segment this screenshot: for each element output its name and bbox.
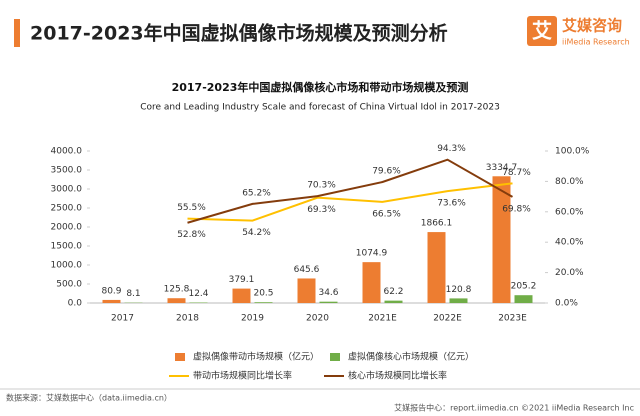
y2-tick-label: 100.0% [555, 147, 590, 157]
y2-tick-label: 80.0% [555, 177, 584, 187]
bar [384, 300, 403, 303]
line-value-label: 65.2% [242, 188, 271, 198]
legend-label: 虚拟偶像带动市场规模（亿元） [193, 351, 319, 363]
bar [449, 298, 468, 303]
footer-source: 数据来源：艾媒数据中心（data.iimedia.cn） [6, 393, 172, 403]
logo-icon-box [527, 16, 557, 46]
bar-value-label: 8.1 [126, 289, 140, 299]
x-tick-label: 2021E [368, 314, 397, 324]
bar-value-label: 125.8 [164, 285, 190, 295]
x-tick-label: 2017 [111, 314, 134, 324]
line-value-label: 78.7% [502, 168, 531, 178]
y-tick-label: 2500.0 [51, 204, 83, 214]
line-value-label: 52.8% [177, 230, 206, 240]
bar-value-label: 120.8 [446, 285, 472, 295]
bar-value-label: 379.1 [229, 275, 255, 285]
line-value-label: 54.2% [242, 228, 271, 238]
chart-subtitle: Core and Leading Industry Scale and fore… [140, 103, 500, 113]
bar-value-label: 205.2 [511, 282, 537, 292]
line-value-label: 94.3% [437, 144, 466, 154]
bar-value-label: 20.5 [253, 289, 273, 299]
y2-tick-label: 40.0% [555, 238, 584, 248]
y2-tick-label: 20.0% [555, 268, 584, 278]
line-series [187, 182, 513, 222]
line-value-label: 69.3% [307, 205, 336, 215]
x-tick-label: 2018 [176, 314, 199, 324]
y2-tick-label: 60.0% [555, 207, 584, 217]
logo-cn: 艾媒咨询 [562, 17, 622, 35]
bar [102, 299, 121, 303]
bar-value-label: 3334.7 [486, 163, 518, 173]
page-title: 2017-2023年中国虚拟偶像市场规模及预测分析 [30, 22, 448, 45]
legend-swatch [175, 353, 185, 361]
x-tick-label: 2023E [498, 314, 527, 324]
y-tick-label: 3000.0 [51, 185, 83, 195]
line-series [187, 158, 513, 224]
logo-icon: 艾 [532, 19, 552, 43]
bar [427, 232, 446, 303]
bar-value-label: 62.2 [383, 287, 403, 297]
bar [492, 176, 511, 303]
bar-value-label: 645.6 [294, 265, 320, 275]
chart-title: 2017-2023年中国虚拟偶像核心市场和带动市场规模及预测 [172, 80, 469, 94]
bar [514, 295, 533, 303]
line-value-label: 70.3% [307, 181, 336, 191]
bar-value-label: 1074.9 [356, 249, 388, 259]
legend-label: 核心市场规模同比增长率 [348, 370, 447, 382]
bar-value-label: 1866.1 [421, 219, 453, 229]
legend-label: 带动市场规模同比增长率 [193, 370, 292, 382]
bar [362, 262, 381, 303]
y-tick-label: 2000.0 [51, 223, 83, 233]
bar [319, 301, 338, 303]
line-value-label: 73.6% [437, 199, 466, 209]
y-tick-label: 3500.0 [51, 166, 83, 176]
header-accent [14, 19, 20, 47]
x-tick-label: 2020 [306, 314, 329, 324]
y-tick-label: 0.0 [68, 299, 83, 309]
bar-value-label: 80.9 [101, 286, 121, 296]
legend-label: 虚拟偶像核心市场规模（亿元） [348, 351, 474, 363]
y-tick-label: 1500.0 [51, 242, 83, 252]
x-tick-label: 2022E [433, 314, 462, 324]
y2-tick-label: 0.0% [555, 299, 578, 309]
line-value-label: 69.8% [502, 204, 531, 214]
line-value-label: 79.6% [372, 167, 401, 177]
bar-value-label: 34.6 [318, 288, 338, 298]
x-tick-label: 2019 [241, 314, 264, 324]
y-tick-label: 500.0 [56, 280, 82, 290]
line-value-label: 66.5% [372, 209, 401, 219]
bar [297, 278, 316, 303]
bar [254, 302, 273, 303]
bar [167, 298, 186, 303]
footer-credit: 艾媒报告中心：report.iimedia.cn ©2021 iiMedia R… [394, 403, 634, 413]
line-value-label: 55.5% [177, 203, 206, 213]
y-tick-label: 4000.0 [51, 147, 83, 157]
bar-value-label: 12.4 [188, 289, 208, 299]
logo-en: iiMedia Research [562, 38, 630, 47]
y-tick-label: 1000.0 [51, 261, 83, 271]
legend-swatch [330, 353, 340, 361]
bar [232, 288, 251, 303]
